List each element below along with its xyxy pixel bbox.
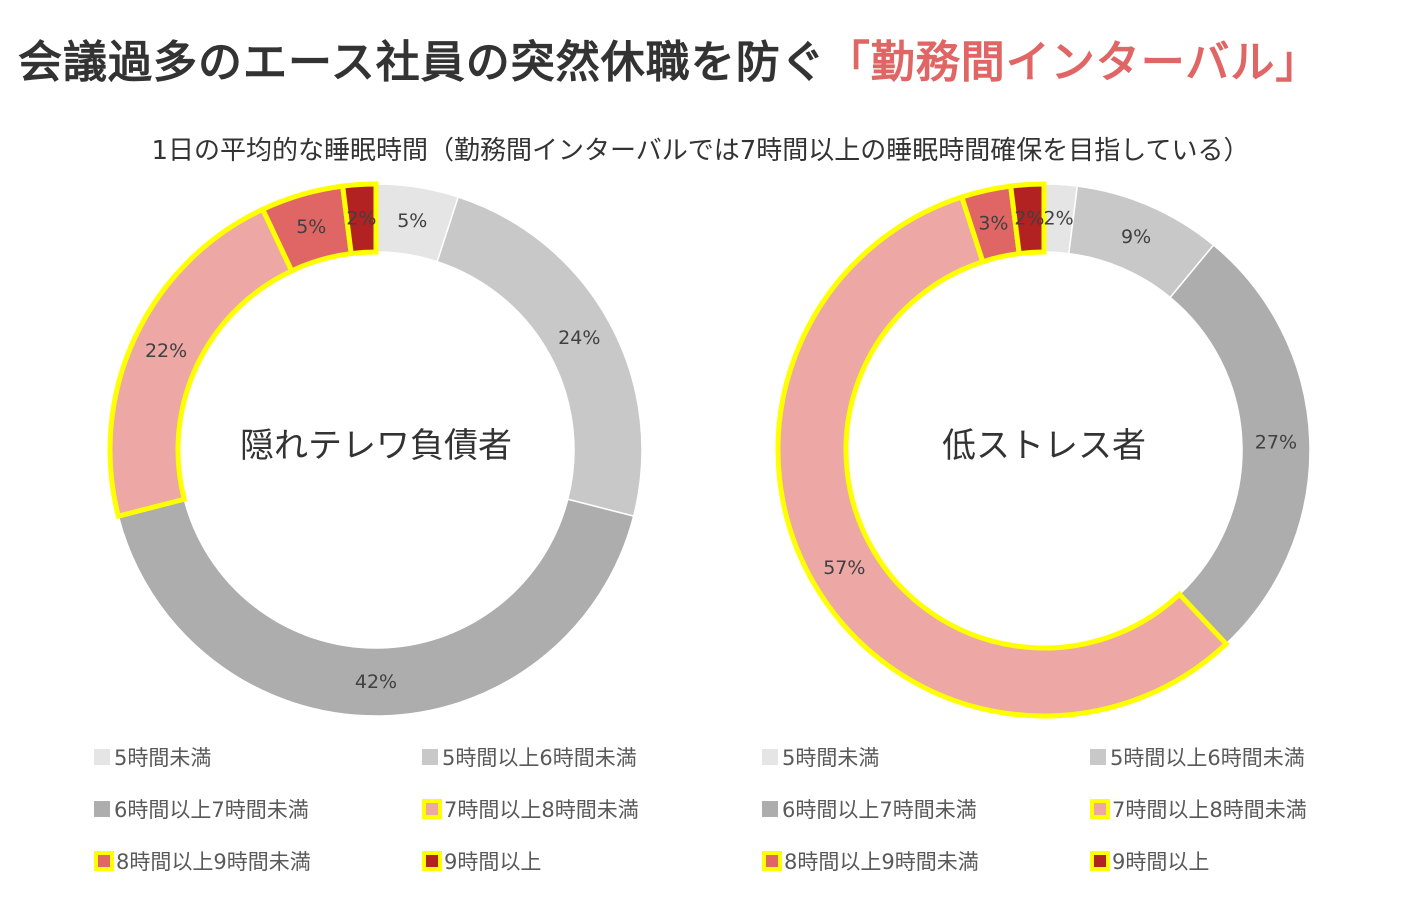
slice-data-label: 24% bbox=[558, 327, 600, 349]
slice-data-label: 9% bbox=[1121, 226, 1151, 248]
legend-label: 8時間以上9時間未満 bbox=[116, 850, 311, 874]
legend-swatch bbox=[762, 851, 782, 871]
legend-label: 7時間以上8時間未満 bbox=[444, 798, 639, 822]
legend-label: 6時間以上7時間未満 bbox=[782, 798, 977, 822]
slice-data-label: 5% bbox=[296, 216, 326, 238]
slice-data-label: 22% bbox=[145, 340, 187, 362]
legend-item: 5時間未満 bbox=[94, 742, 211, 772]
chart-subtitle: 1日の平均的な睡眠時間（勤務間インターバルでは7時間以上の睡眠時間確保を目指して… bbox=[151, 136, 1250, 166]
page-title: 会議過多のエース社員の突然休職を防ぐ「勤務間インターバル」 bbox=[18, 26, 1320, 90]
legend-item: 6時間以上7時間未満 bbox=[94, 794, 309, 824]
donut-center-label: 隠れテレワ負債者 bbox=[240, 426, 512, 466]
legend-item: 6時間以上7時間未満 bbox=[762, 794, 977, 824]
legend-label: 6時間以上7時間未満 bbox=[114, 798, 309, 822]
donut-slice bbox=[1007, 181, 1047, 257]
legend-left: 5時間未満 5時間以上6時間未満 6時間以上7時間未満 7時間以上8時間未満 8時間以上… bbox=[94, 740, 744, 910]
donut-chart-2: 2% 9% 27% 57% 3% 2% 低ストレス者 bbox=[775, 181, 1311, 719]
legend-item: 5時間以上6時間未満 bbox=[422, 742, 637, 772]
slice-data-label: 57% bbox=[823, 557, 865, 579]
slice-data-label: 42% bbox=[355, 671, 397, 693]
legend-item: 5時間未満 bbox=[762, 742, 879, 772]
slice-data-label: 2% bbox=[1043, 207, 1073, 229]
legend-item: 7時間以上8時間未満 bbox=[1090, 794, 1307, 824]
slice-data-label: 2% bbox=[1014, 207, 1044, 229]
legend-swatch bbox=[762, 801, 778, 817]
slice-data-label: 27% bbox=[1255, 432, 1297, 454]
legend-swatch bbox=[762, 749, 778, 765]
legend-label: 7時間以上8時間未満 bbox=[1112, 798, 1307, 822]
legend-swatch bbox=[422, 851, 442, 871]
legend-label: 5時間以上6時間未満 bbox=[442, 746, 637, 770]
legend-swatch bbox=[1090, 749, 1106, 765]
legend-label: 8時間以上9時間未満 bbox=[784, 850, 979, 874]
slice-data-label: 3% bbox=[978, 213, 1008, 235]
legend-right: 5時間未満 5時間以上6時間未満 6時間以上7時間未満 7時間以上8時間未満 8時間以上… bbox=[762, 740, 1401, 910]
legend-label: 5時間未満 bbox=[782, 746, 880, 770]
legend-swatch bbox=[94, 749, 110, 765]
legend-swatch bbox=[94, 801, 110, 817]
legend-swatch bbox=[422, 799, 442, 819]
legend-item: 8時間以上9時間未満 bbox=[762, 846, 979, 876]
legend-item: 9時間以上 bbox=[422, 846, 541, 876]
title-main: 会議過多のエース社員の突然休職を防ぐ bbox=[18, 37, 826, 88]
legend-item: 5時間以上6時間未満 bbox=[1090, 742, 1305, 772]
slice-data-label: 5% bbox=[397, 210, 427, 232]
donut-slice bbox=[775, 193, 1230, 719]
legend-swatch bbox=[1090, 799, 1110, 819]
donut-chart-1: 5% 24% 42% 22% 5% 2% 隠れテレワ負債者 bbox=[107, 181, 643, 717]
donut-slice bbox=[339, 181, 379, 257]
slice-data-label: 2% bbox=[346, 207, 376, 229]
legend-label: 5時間未満 bbox=[114, 746, 212, 770]
legend-swatch bbox=[94, 851, 114, 871]
legend-label: 9時間以上 bbox=[1112, 850, 1210, 874]
legend-swatch bbox=[1090, 851, 1110, 871]
donut-slice bbox=[107, 205, 296, 520]
legend-label: 9時間以上 bbox=[444, 850, 542, 874]
donut-slice bbox=[436, 196, 643, 518]
title-accent: 「勤務間インターバル」 bbox=[825, 37, 1321, 88]
donut-slice bbox=[117, 498, 635, 717]
donut-center-label: 低ストレス者 bbox=[942, 426, 1146, 466]
legend-label: 5時間以上6時間未満 bbox=[1110, 746, 1305, 770]
donut-slice bbox=[1169, 243, 1311, 645]
legend-item: 8時間以上9時間未満 bbox=[94, 846, 311, 876]
legend-item: 7時間以上8時間未満 bbox=[422, 794, 639, 824]
legend-swatch bbox=[422, 749, 438, 765]
legend-item: 9時間以上 bbox=[1090, 846, 1209, 876]
